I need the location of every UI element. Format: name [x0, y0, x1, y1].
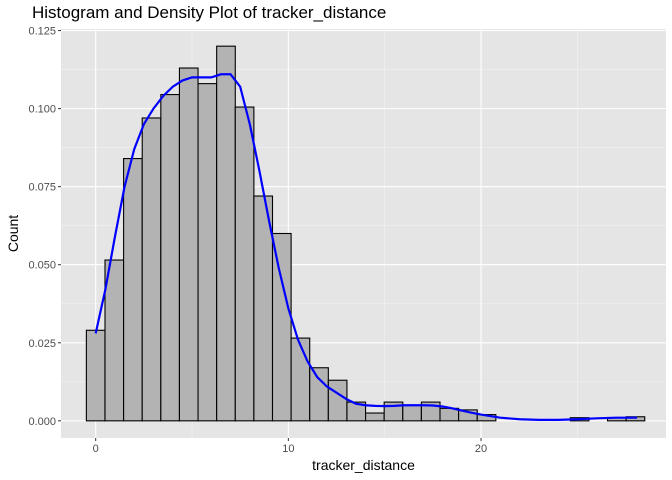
histogram-bar [290, 337, 311, 422]
y-tick-label: 0.050 [28, 260, 56, 272]
y-tick-label: 0.000 [28, 416, 56, 428]
density-curve [94, 73, 638, 421]
histogram-bar [123, 158, 143, 422]
histogram-bar [85, 329, 106, 422]
histogram-bar [104, 259, 125, 422]
histogram-bar [346, 401, 367, 422]
histogram-bars [85, 45, 646, 422]
x-axis: 0 10 20 [93, 438, 487, 455]
histogram-bar [253, 195, 274, 422]
histogram-bar [197, 83, 218, 422]
y-tick-label: 0.100 [28, 104, 56, 116]
histogram-bar [271, 232, 292, 422]
chart-title: Histogram and Density Plot of tracker_di… [32, 3, 387, 22]
x-tick-label: 20 [475, 443, 487, 455]
histogram-bar [402, 404, 422, 422]
histogram-bar [365, 412, 385, 422]
x-tick-label: 10 [282, 443, 294, 455]
y-axis-label: Count [5, 215, 21, 252]
histogram-bar [141, 117, 162, 422]
histogram-bar [178, 67, 199, 422]
y-axis: 0.000 0.025 0.050 0.075 0.100 0.125 [28, 26, 61, 428]
y-tick-label: 0.075 [28, 182, 56, 194]
histogram-bar [327, 379, 348, 422]
x-tick-label: 0 [93, 443, 99, 455]
histogram-bar [216, 45, 236, 422]
histogram-bar [160, 94, 180, 422]
histogram-bar [309, 367, 329, 422]
y-tick-label: 0.125 [28, 26, 56, 38]
y-tick-label: 0.025 [28, 338, 56, 350]
x-axis-label: tracker_distance [312, 457, 415, 473]
histogram-bar [234, 106, 255, 422]
